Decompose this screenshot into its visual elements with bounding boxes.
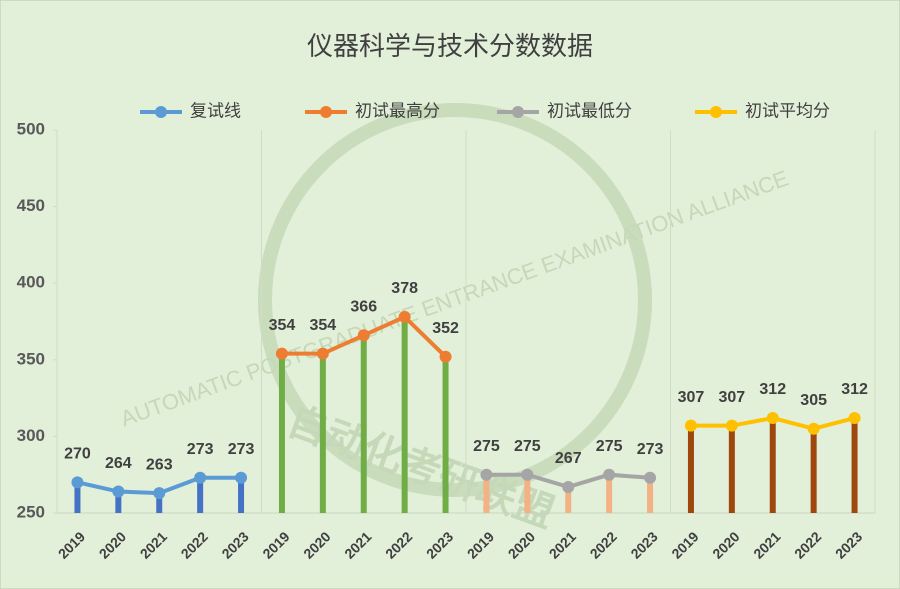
data-label: 307 [678, 389, 705, 406]
bar [74, 482, 81, 513]
legend-label: 复试线 [190, 101, 241, 120]
data-label: 378 [391, 280, 418, 297]
point [71, 476, 84, 489]
bar [687, 425, 694, 513]
legend-label: 初试最高分 [355, 101, 440, 120]
point [153, 487, 166, 500]
watermark-ring [258, 103, 652, 497]
point [112, 485, 125, 498]
data-label: 273 [228, 441, 255, 458]
point [848, 412, 861, 425]
legend-label: 初试平均分 [745, 101, 830, 120]
point [807, 422, 820, 435]
bar [606, 474, 613, 513]
data-label: 263 [146, 456, 173, 473]
point [684, 419, 697, 432]
point [235, 471, 248, 484]
legend-marker [320, 106, 332, 118]
bar [524, 474, 531, 513]
bar [156, 493, 163, 513]
bar [319, 353, 326, 513]
data-label: 275 [514, 438, 541, 455]
bar [115, 491, 122, 513]
point [316, 347, 329, 360]
data-label: 312 [841, 381, 868, 398]
bar [565, 486, 572, 513]
chart-title: 仪器科学与技术分数数据 [307, 31, 593, 61]
data-label: 270 [64, 446, 91, 463]
point [766, 412, 779, 425]
bar [238, 477, 245, 513]
data-label: 273 [637, 441, 664, 458]
point [603, 468, 616, 481]
y-tick-label: 300 [17, 426, 45, 445]
point [194, 471, 207, 484]
point [562, 480, 575, 493]
point [644, 471, 657, 484]
data-label: 366 [350, 299, 377, 316]
data-label: 305 [800, 392, 827, 409]
bar [442, 356, 449, 513]
point [275, 347, 288, 360]
bar [401, 316, 408, 513]
bar [769, 418, 776, 513]
data-label: 352 [432, 320, 459, 337]
data-label: 267 [555, 450, 582, 467]
bar [728, 425, 735, 513]
y-tick-label: 350 [17, 349, 45, 368]
bar [278, 353, 285, 513]
data-label: 275 [596, 438, 623, 455]
point [480, 468, 493, 481]
data-label: 307 [718, 389, 745, 406]
legend-label: 初试最低分 [547, 101, 632, 120]
point [357, 329, 370, 342]
data-label: 264 [105, 455, 132, 472]
data-label: 354 [269, 317, 296, 334]
bar [810, 428, 817, 513]
point [725, 419, 738, 432]
legend-marker [710, 106, 722, 118]
data-label: 275 [473, 438, 500, 455]
point [521, 468, 534, 481]
data-label: 354 [309, 317, 336, 334]
point [439, 350, 452, 363]
bar [197, 477, 204, 513]
bar [360, 335, 367, 513]
legend-marker [512, 106, 524, 118]
bar [851, 418, 858, 513]
point [398, 310, 411, 323]
y-tick-label: 500 [17, 119, 45, 138]
y-tick-label: 400 [17, 273, 45, 292]
bar [647, 477, 654, 513]
legend-marker [155, 106, 167, 118]
bar [483, 474, 490, 513]
data-label: 312 [759, 381, 786, 398]
y-tick-label: 450 [17, 196, 45, 215]
data-label: 273 [187, 441, 214, 458]
y-tick-label: 250 [17, 502, 45, 521]
